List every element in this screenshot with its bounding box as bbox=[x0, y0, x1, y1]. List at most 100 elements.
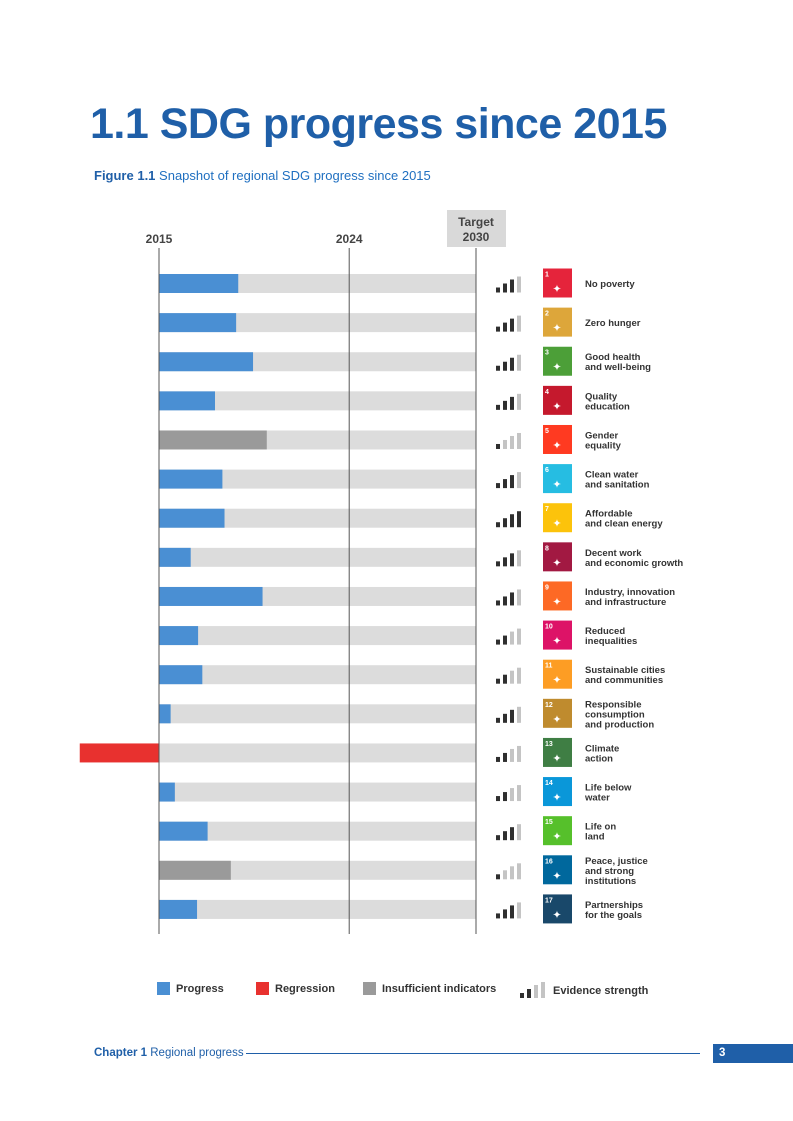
sdg-2-label-1: Zero hunger bbox=[585, 318, 641, 329]
evidence-bar bbox=[496, 717, 500, 723]
evidence-bar bbox=[517, 589, 521, 606]
sdg-9-label-2: and infrastructure bbox=[585, 597, 666, 608]
sdg-17-tile bbox=[543, 894, 572, 924]
sdg-8-label-2: and economic growth bbox=[585, 558, 683, 569]
evidence-bar bbox=[510, 866, 514, 880]
evidence-bar bbox=[517, 315, 521, 332]
evidence-bar bbox=[503, 713, 507, 723]
bar-track bbox=[159, 391, 476, 411]
sdg-3-tile bbox=[543, 346, 572, 376]
sdg-6-tile bbox=[543, 464, 572, 494]
sdg-4-tile bbox=[543, 385, 572, 415]
evidence-strength-icon bbox=[520, 982, 545, 998]
sdg-9-label-1: Industry, innovation bbox=[585, 587, 675, 598]
legend-insufficient-label: Insufficient indicators bbox=[382, 982, 497, 995]
sdg-10-label-1: Reduced bbox=[585, 626, 625, 637]
sdg-14-tile bbox=[543, 777, 572, 807]
sdg-11-label-2: and communities bbox=[585, 675, 663, 686]
sdg-9-number: 9 bbox=[545, 584, 549, 591]
sdg-1-label-1: No poverty bbox=[585, 279, 635, 290]
city-icon: ✦ bbox=[552, 674, 561, 687]
figure-caption: Figure 1.1 Snapshot of regional SDG prog… bbox=[94, 168, 431, 183]
bar-goal-4 bbox=[159, 391, 216, 411]
bowl-icon: ✦ bbox=[552, 322, 561, 335]
bar-goal-16 bbox=[159, 860, 231, 880]
evidence-bar bbox=[503, 283, 507, 293]
target-year-label: 2030 bbox=[463, 230, 490, 244]
bar-goal-9 bbox=[159, 586, 263, 606]
evidence-bar bbox=[496, 561, 500, 567]
sdg-1-tile bbox=[543, 268, 572, 298]
evidence-bar bbox=[496, 600, 500, 606]
bar-goal-3 bbox=[159, 352, 254, 372]
sdg-15-label-1: Life on bbox=[585, 822, 616, 833]
heartbeat-icon: ✦ bbox=[552, 361, 561, 374]
bar-track bbox=[159, 547, 476, 567]
sdg-2-tile bbox=[543, 307, 572, 337]
sdg-3-label-2: and well-being bbox=[585, 362, 651, 373]
evidence-bar bbox=[496, 756, 500, 762]
evidence-bar bbox=[503, 518, 507, 528]
bar-goal-11 bbox=[159, 665, 203, 685]
infinity-icon: ✦ bbox=[552, 713, 561, 726]
evidence-bar bbox=[503, 400, 507, 410]
evidence-bar bbox=[510, 670, 514, 684]
evidence-bar bbox=[503, 635, 507, 645]
legend-evidence: Evidence strength bbox=[520, 982, 648, 999]
figure-label: Figure 1.1 bbox=[94, 168, 156, 183]
evidence-bar bbox=[510, 905, 514, 919]
evidence-bar bbox=[496, 404, 500, 410]
target-2030-box bbox=[447, 210, 506, 247]
sdg-11-label-1: Sustainable cities bbox=[585, 665, 665, 676]
legend-progress: Progress bbox=[157, 982, 224, 995]
sdg-11-tile bbox=[543, 659, 572, 689]
bar-track bbox=[159, 860, 476, 880]
book-icon: ✦ bbox=[552, 400, 561, 413]
evidence-bar bbox=[517, 276, 521, 293]
sdg-16-label-2: and strong bbox=[585, 866, 634, 877]
evidence-bar bbox=[496, 443, 500, 449]
page-number: 3 bbox=[713, 1044, 793, 1063]
sdg-13-tile bbox=[543, 737, 572, 767]
evidence-bar bbox=[496, 835, 500, 841]
sdg-17-number: 17 bbox=[545, 897, 553, 904]
evidence-bar bbox=[496, 639, 500, 645]
sdg-16-number: 16 bbox=[545, 858, 553, 865]
evidence-bar bbox=[517, 628, 521, 645]
dove-icon: ✦ bbox=[552, 869, 561, 882]
sdg-11-number: 11 bbox=[545, 663, 553, 670]
sdg-8-tile bbox=[543, 542, 572, 572]
page-title: 1.1 SDG progress since 2015 bbox=[90, 100, 667, 148]
evidence-bar bbox=[517, 511, 521, 528]
footer-chapter-number: Chapter 1 bbox=[94, 1047, 148, 1059]
evidence-bar bbox=[503, 831, 507, 841]
legend-progress-label: Progress bbox=[176, 982, 224, 995]
sdg-2-number: 2 bbox=[545, 311, 549, 318]
evidence-bar bbox=[503, 792, 507, 802]
bar-track bbox=[159, 469, 476, 489]
gender-icon: ✦ bbox=[552, 439, 561, 452]
evidence-bar bbox=[510, 357, 514, 371]
evidence-bar bbox=[517, 432, 521, 449]
evidence-bar bbox=[517, 550, 521, 567]
evidence-bar bbox=[503, 322, 507, 332]
evidence-bar bbox=[503, 439, 507, 449]
evidence-bar bbox=[510, 827, 514, 841]
bar-goal-2 bbox=[159, 313, 237, 333]
evidence-bar bbox=[503, 479, 507, 489]
evidence-bar bbox=[496, 326, 500, 332]
evidence-bar bbox=[496, 483, 500, 489]
evidence-bar bbox=[517, 354, 521, 371]
sdg-4-label-2: education bbox=[585, 401, 630, 412]
chart-legend: Progress Regression Insufficient indicat… bbox=[0, 982, 793, 998]
evidence-bar bbox=[503, 557, 507, 567]
evidence-bar bbox=[496, 365, 500, 371]
growth-chart-icon: ✦ bbox=[552, 556, 561, 569]
sdg-14-label-1: Life below bbox=[585, 783, 632, 794]
target-label: Target bbox=[458, 215, 494, 229]
sdg-5-number: 5 bbox=[545, 428, 549, 435]
evidence-bar bbox=[503, 909, 507, 919]
bar-goal-12 bbox=[159, 704, 171, 724]
evidence-bar bbox=[510, 514, 514, 528]
sdg-3-number: 3 bbox=[545, 350, 549, 357]
